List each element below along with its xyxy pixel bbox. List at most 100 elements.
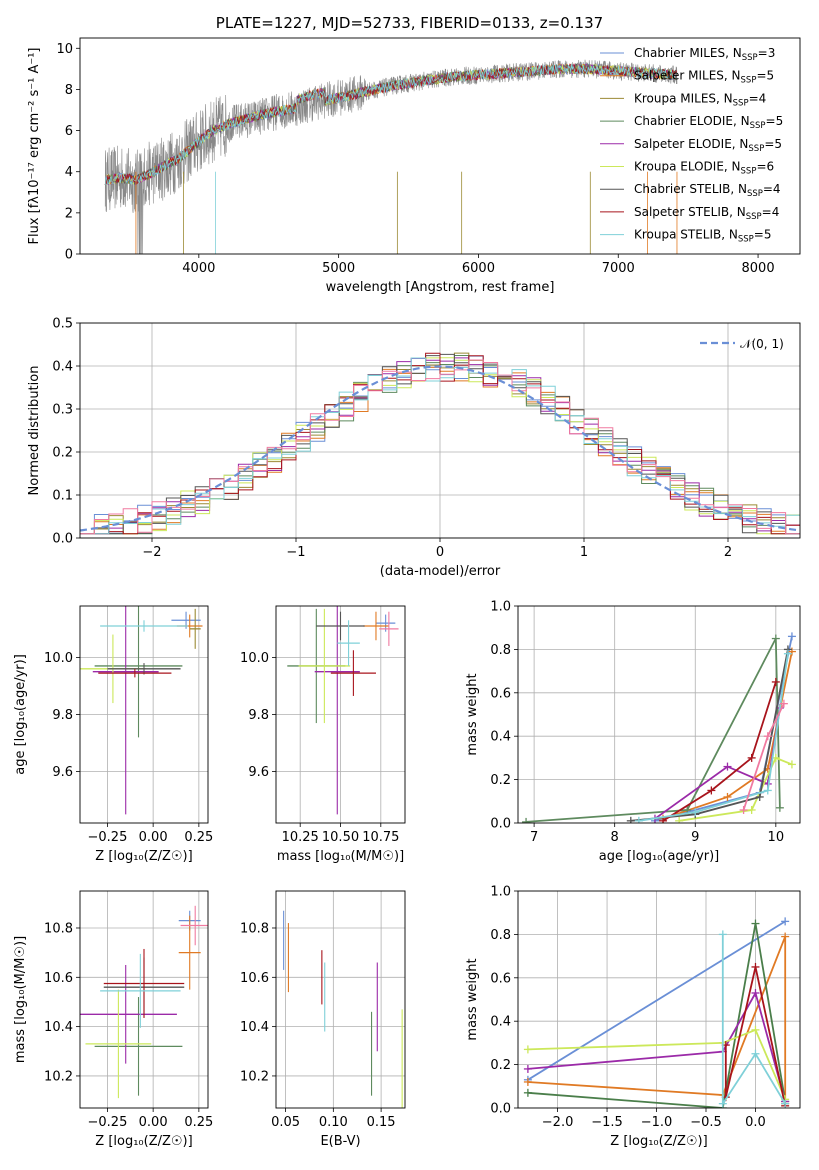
errorbar-point	[379, 611, 399, 646]
legend-sub: SSP	[748, 144, 764, 154]
x-tick-label: −0.25	[88, 1115, 128, 1130]
weight-marker	[659, 816, 668, 823]
errorbar-point	[100, 620, 188, 632]
x-tick-label: 0.25	[184, 1115, 213, 1130]
y-tick-label: 0.0	[52, 532, 73, 547]
residual-histogram	[80, 359, 800, 535]
legend-label: Chabrier ELODIE, N	[634, 114, 750, 128]
axes-frame	[79, 605, 209, 824]
y-tick-label: 10.0	[44, 651, 73, 666]
y-tick-label: 0.2	[52, 446, 73, 461]
errorbar-point	[298, 608, 351, 724]
plot-area	[80, 606, 208, 823]
weight-line	[662, 681, 777, 822]
legend-label: Salpeter ELODIE, N	[634, 137, 748, 151]
legend-label: Salpeter STELIB, N	[634, 205, 746, 219]
y-tick-label: 8	[65, 83, 73, 98]
errorbar-point	[178, 915, 201, 990]
chart-age_vs_mass: 10.25 10.50 10.75 9.6 9.8 10.0 mass [log₁₀(M/M…	[240, 605, 406, 864]
legend-sub: SSP	[741, 167, 757, 177]
x-tick-label: −2	[142, 545, 161, 560]
y-tick-label: 10.2	[240, 1069, 269, 1084]
errorbar-point	[80, 964, 177, 1064]
weight-marker	[626, 816, 635, 823]
chart-residuals: −2 −1 0 1 2 0.0 0.1 0.2 0.3 0.4 0.5 (data-model)/er…	[27, 317, 801, 579]
weight-marker	[755, 792, 764, 801]
weight-line	[527, 923, 787, 1108]
y-tick-label: 0.4	[490, 1015, 511, 1030]
y-tick-label: 10.8	[44, 921, 73, 936]
legend-eq: =4	[763, 182, 781, 196]
y-tick-label: 10	[56, 42, 73, 57]
axes-frame	[275, 605, 406, 824]
weight-line	[638, 653, 789, 822]
y-axis-label: mass [log₁₀(M/M☉)]	[13, 936, 28, 1063]
weight-marker	[783, 649, 792, 658]
x-tick-label: 1	[580, 545, 588, 560]
legend-eq: =3	[758, 46, 776, 60]
weight-marker	[751, 1025, 760, 1034]
data-spectrum-line	[104, 59, 678, 254]
weight-marker	[787, 760, 796, 769]
y-tick-label: 0.4	[490, 730, 511, 745]
x-tick-label: 4000	[182, 261, 215, 276]
legend-entry: Chabrier STELIB, NSSP=4	[634, 182, 781, 199]
errorbar-point	[98, 668, 172, 678]
x-axis-label: mass [log₁₀(M/M☉)]	[277, 849, 404, 864]
chart-title: PLATE=1227, MJD=52733, FIBERID=0133, z=0…	[216, 14, 603, 32]
errorbar-point	[337, 620, 360, 666]
y-tick-label: 9.6	[248, 765, 269, 780]
errorbar-point	[180, 905, 208, 946]
y-tick-label: 2	[65, 206, 73, 221]
x-tick-label: 10.50	[322, 830, 359, 845]
model-spectrum-line	[104, 63, 677, 186]
y-tick-label: 0	[65, 248, 73, 263]
errorbar-point	[100, 953, 181, 1028]
x-tick-label: 9	[691, 830, 699, 845]
x-tick-label: 8000	[742, 261, 775, 276]
weight-line	[527, 936, 787, 1104]
weight-marker	[691, 808, 700, 817]
errorbar-point	[103, 948, 185, 1018]
chart-weight_vs_Z: −2.0 −1.5 −1.0 −0.5 0.0 0.0 0.2 0.4 0.6 0.8 1.0 Z […	[465, 885, 801, 1149]
weight-line	[678, 756, 793, 822]
legend-entry: Kroupa ELODIE, NSSP=6	[634, 160, 774, 177]
weight-marker	[781, 932, 790, 941]
y-tick-label: 1.0	[490, 600, 511, 615]
plot-area	[518, 891, 800, 1108]
weight-marker	[771, 634, 780, 643]
legend-sub: SSP	[750, 121, 766, 131]
weight-marker	[723, 792, 732, 801]
y-tick-label: 4	[65, 165, 73, 180]
weight-marker	[747, 753, 756, 762]
y-axis-label: mass weight	[465, 958, 480, 1040]
legend-sub: SSP	[738, 235, 754, 245]
x-tick-label: −0.25	[88, 830, 128, 845]
plot-area	[518, 606, 800, 823]
weight-marker	[751, 1049, 760, 1058]
x-tick-label: 0	[436, 545, 444, 560]
x-axis-label: Z [log₁₀(Z/Z☉)]	[95, 1134, 192, 1149]
legend-entry: Chabrier MILES, NSSP=3	[634, 46, 775, 63]
weight-marker	[675, 816, 684, 823]
legend-entry: Chabrier ELODIE, NSSP=5	[634, 114, 783, 131]
y-tick-label: 0.8	[490, 928, 511, 943]
legend-label: Kroupa STELIB, N	[634, 228, 738, 242]
errorbar-point	[92, 606, 159, 815]
weight-line	[724, 966, 787, 1106]
x-tick-label: −0.5	[690, 1115, 722, 1130]
x-tick-label: 0.00	[139, 830, 168, 845]
y-tick-label: 1.0	[490, 885, 511, 900]
weight-marker	[634, 816, 643, 823]
y-tick-label: 0.1	[52, 489, 73, 504]
y-tick-label: 10.4	[44, 1020, 73, 1035]
legend-label: Chabrier MILES, N	[634, 46, 742, 60]
x-tick-label: 10.25	[282, 830, 319, 845]
errorbar-point	[85, 989, 152, 1099]
x-axis-label: (data-model)/error	[380, 564, 501, 579]
weight-marker	[775, 803, 784, 812]
legend-eq: =5	[764, 137, 782, 151]
y-axis-label: mass weight	[465, 673, 480, 755]
y-tick-label: 0.8	[490, 643, 511, 658]
